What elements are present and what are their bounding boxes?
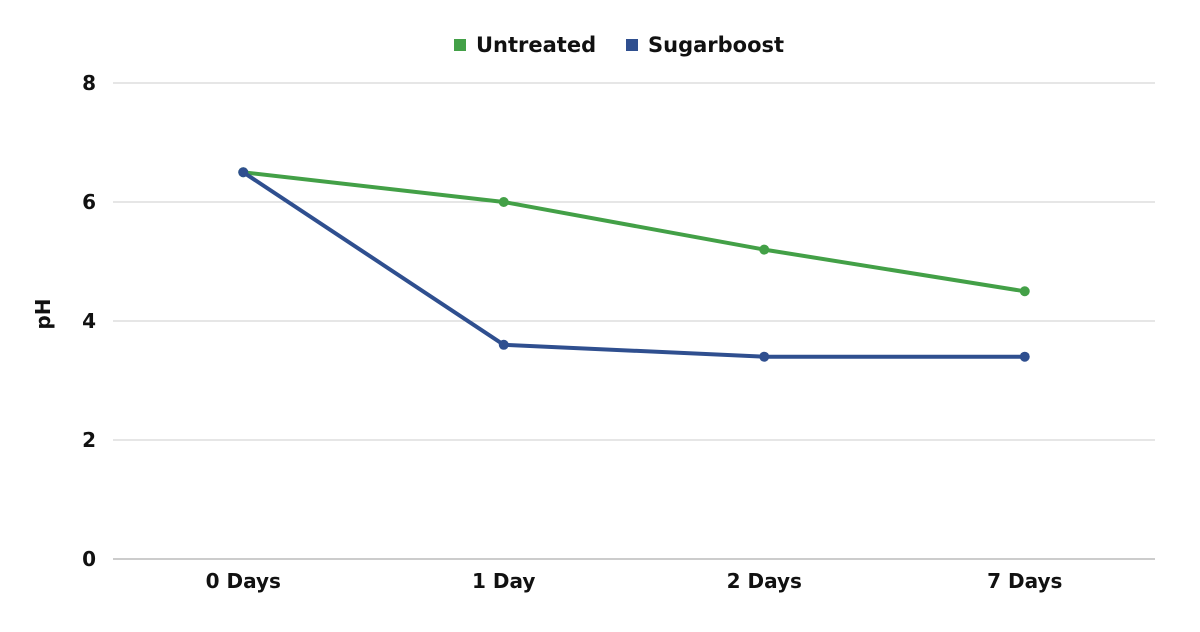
data-point xyxy=(1019,286,1030,297)
y-tick-label: 2 xyxy=(82,428,96,452)
series-line xyxy=(241,170,1027,294)
legend-item: Sugarboost xyxy=(626,33,784,57)
data-point xyxy=(498,197,509,207)
x-axis-ticks: 0 Days 1 Day 2 Days 7 Days xyxy=(206,569,1063,593)
y-axis-title: pH xyxy=(31,298,55,329)
data-point xyxy=(1019,351,1030,362)
y-tick-label: 4 xyxy=(82,309,96,333)
data-point xyxy=(238,167,249,178)
legend-label: Untreated xyxy=(476,33,596,57)
series-line xyxy=(241,170,1027,359)
data-point xyxy=(759,351,770,362)
x-tick-label: 2 Days xyxy=(727,569,802,593)
x-tick-label: 1 Day xyxy=(472,569,535,593)
y-tick-label: 8 xyxy=(82,71,96,95)
y-tick-label: 6 xyxy=(82,190,96,214)
y-axis-ticks: 0 2 4 6 8 xyxy=(82,71,96,571)
x-tick-label: 7 Days xyxy=(987,569,1062,593)
legend-swatch xyxy=(626,39,638,51)
series-lines xyxy=(238,167,1030,362)
data-point xyxy=(759,244,770,255)
legend-label: Sugarboost xyxy=(648,33,784,57)
legend: Untreated Sugarboost xyxy=(454,33,784,57)
legend-item: Untreated xyxy=(454,33,596,57)
series-untreated xyxy=(238,167,1030,297)
gridlines xyxy=(113,82,1155,560)
y-tick-label: 0 xyxy=(82,547,96,571)
legend-swatch xyxy=(454,39,466,51)
series-sugarboost xyxy=(238,167,1030,362)
data-point xyxy=(498,339,509,350)
x-tick-label: 0 Days xyxy=(206,569,281,593)
